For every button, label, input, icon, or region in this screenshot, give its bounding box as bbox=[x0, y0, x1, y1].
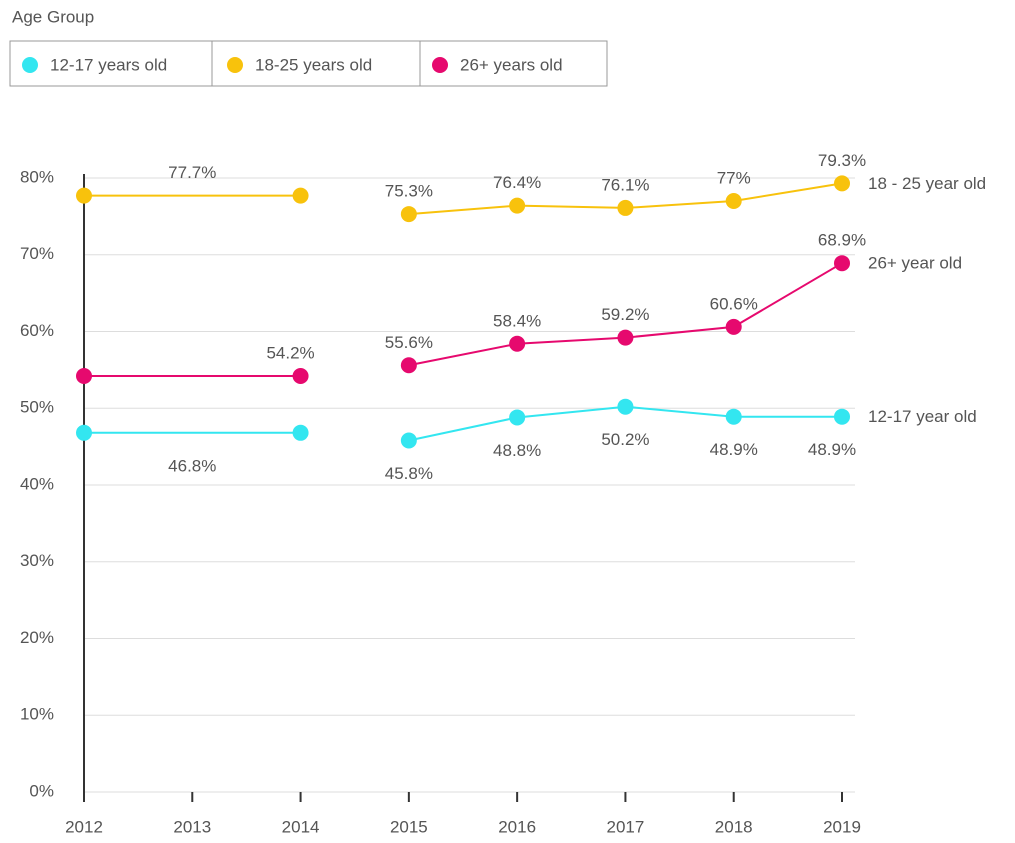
data-point bbox=[617, 398, 634, 415]
data-label: 48.9% bbox=[710, 440, 758, 459]
data-label: 48.9% bbox=[808, 440, 856, 459]
data-point bbox=[76, 187, 92, 204]
data-point bbox=[834, 175, 850, 192]
data-point bbox=[725, 408, 742, 425]
data-label: 48.8% bbox=[493, 441, 541, 460]
legend-marker bbox=[432, 57, 448, 73]
data-label: 58.4% bbox=[493, 311, 541, 330]
data-label: 75.3% bbox=[385, 182, 433, 201]
y-tick-label: 50% bbox=[20, 398, 54, 417]
data-point bbox=[76, 368, 92, 385]
data-point bbox=[725, 193, 742, 210]
series-end-label: 18 - 25 year old bbox=[868, 174, 986, 193]
data-label: 77.7% bbox=[168, 163, 216, 182]
x-tick-label: 2012 bbox=[65, 817, 103, 836]
data-label: 45.8% bbox=[385, 464, 433, 483]
y-tick-label: 70% bbox=[20, 244, 54, 263]
x-tick-label: 2015 bbox=[390, 817, 428, 836]
data-label: 60.6% bbox=[710, 294, 758, 313]
legend-marker bbox=[22, 57, 38, 73]
y-tick-label: 40% bbox=[20, 474, 54, 493]
data-point bbox=[509, 335, 526, 352]
series-end-label: 12-17 year old bbox=[868, 407, 977, 426]
data-point bbox=[725, 318, 742, 335]
data-point bbox=[509, 197, 526, 214]
legend-marker bbox=[227, 57, 243, 73]
data-label: 59.2% bbox=[601, 305, 649, 324]
data-point bbox=[292, 187, 309, 204]
legend-label: 26+ years old bbox=[460, 55, 563, 74]
data-point bbox=[617, 329, 634, 346]
legend-box bbox=[9, 40, 608, 87]
data-point bbox=[76, 424, 92, 441]
data-label: 55.6% bbox=[385, 333, 433, 352]
y-tick-label: 20% bbox=[20, 628, 54, 647]
legend-label: 18-25 years old bbox=[255, 55, 372, 74]
series-line bbox=[84, 262, 843, 378]
y-tick-label: 10% bbox=[20, 705, 54, 724]
data-label: 46.8% bbox=[168, 456, 216, 475]
legend-label: 12-17 years old bbox=[50, 55, 167, 74]
data-point bbox=[292, 368, 309, 385]
data-point bbox=[400, 357, 417, 374]
y-tick-label: 0% bbox=[29, 781, 54, 800]
data-point bbox=[834, 408, 850, 425]
data-label: 54.2% bbox=[266, 343, 314, 362]
data-label: 79.3% bbox=[818, 151, 866, 170]
y-tick-label: 60% bbox=[20, 321, 54, 340]
x-tick-label: 2018 bbox=[715, 817, 753, 836]
data-point bbox=[400, 432, 417, 449]
y-tick-label: 80% bbox=[20, 167, 54, 186]
data-label: 76.1% bbox=[601, 175, 649, 194]
legend-title: Age Group bbox=[12, 7, 94, 26]
x-tick-label: 2013 bbox=[173, 817, 211, 836]
data-point bbox=[617, 199, 634, 216]
data-label: 77% bbox=[717, 169, 751, 188]
data-point bbox=[509, 409, 526, 426]
series-end-label: 26+ year old bbox=[868, 254, 962, 273]
data-label: 68.9% bbox=[818, 231, 866, 250]
data-label: 76.4% bbox=[493, 173, 541, 192]
x-tick-label: 2016 bbox=[498, 817, 536, 836]
x-tick-label: 2014 bbox=[282, 817, 320, 836]
x-tick-label: 2019 bbox=[823, 817, 861, 836]
data-point bbox=[834, 255, 850, 272]
data-point bbox=[400, 206, 417, 223]
data-label: 50.2% bbox=[601, 430, 649, 449]
y-tick-label: 30% bbox=[20, 551, 54, 570]
data-point bbox=[292, 424, 309, 441]
x-tick-label: 2017 bbox=[607, 817, 645, 836]
